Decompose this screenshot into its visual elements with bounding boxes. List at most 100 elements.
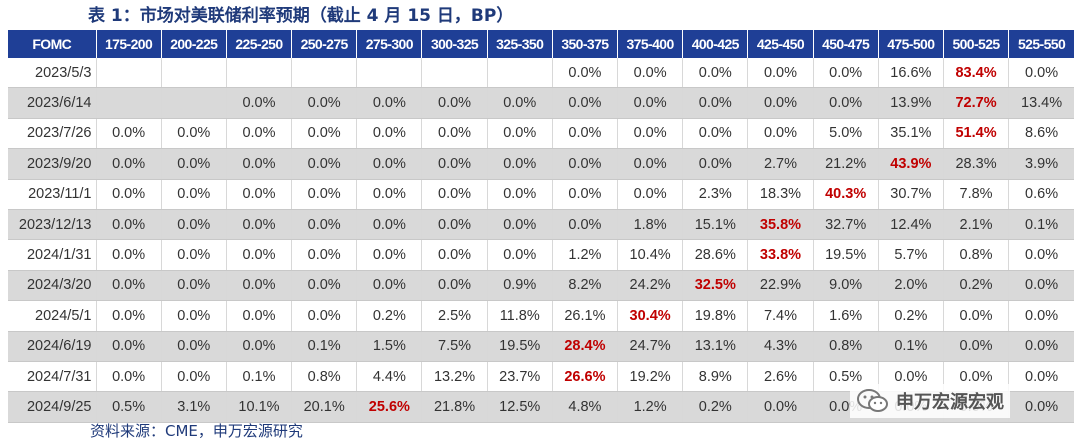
probability-cell-max: 43.9% [878, 148, 944, 180]
header-range: 425-450 [747, 30, 814, 58]
probability-cell: 0.1% [1008, 209, 1074, 241]
header-range: 200-225 [161, 30, 227, 58]
probability-cell: 0.0% [487, 87, 553, 119]
probability-cell: 0.2% [943, 270, 1010, 302]
probability-cell: 0.0% [161, 209, 227, 241]
probability-cell: 0.0% [421, 87, 488, 119]
probability-cell: 0.0% [356, 148, 423, 180]
probability-cell: 24.2% [617, 270, 684, 302]
probability-cell: 0.0% [291, 118, 358, 150]
probability-cell-max: 83.4% [943, 58, 1010, 89]
probability-cell: 8.2% [552, 270, 619, 302]
probability-cell: 13.1% [682, 331, 749, 362]
table-row: 2023/5/3 0.0% 0.0% 0.0% 0.0% 0.0% 16.6% 83.4% 0.… [8, 58, 1074, 89]
probability-cell: 0.0% [356, 118, 423, 150]
header-range: 275-300 [356, 30, 423, 58]
probability-cell [161, 87, 227, 119]
probability-cell-max: 33.8% [747, 239, 814, 271]
probability-cell: 19.8% [682, 300, 749, 332]
probability-cell: 15.1% [682, 209, 749, 241]
probability-cell: 0.0% [291, 270, 358, 302]
probability-cell: 0.0% [1008, 58, 1074, 89]
probability-cell [291, 58, 358, 89]
probability-cell: 1.6% [813, 300, 879, 332]
probability-cell: 0.0% [291, 239, 358, 271]
probability-cell: 2.0% [878, 270, 944, 302]
probability-cell: 0.0% [552, 148, 619, 180]
probability-cell: 0.5% [96, 391, 162, 423]
probability-cell: 0.0% [617, 148, 684, 180]
probability-cell: 21.2% [813, 148, 879, 180]
probability-cell: 0.8% [291, 361, 358, 393]
table-row: 2024/6/19 0.0% 0.0% 0.0% 0.1% 1.5% 7.5% 19.5% 28… [8, 331, 1074, 362]
probability-cell: 0.0% [552, 58, 619, 89]
probability-cell: 4.3% [747, 331, 814, 362]
header-range: 400-425 [682, 30, 749, 58]
watermark-text: 申万宏源宏观 [896, 392, 1004, 413]
probability-cell: 0.0% [487, 209, 553, 241]
probability-cell: 13.9% [878, 87, 944, 119]
source-note: 资料来源：CME，申万宏源研究 [90, 422, 303, 440]
probability-cell [96, 58, 162, 89]
probability-cell: 35.1% [878, 118, 944, 150]
probability-cell: 28.3% [943, 148, 1010, 180]
probability-cell: 0.0% [421, 118, 488, 150]
probability-cell: 0.0% [1008, 361, 1074, 393]
probability-cell: 19.5% [813, 239, 879, 271]
probability-cell: 7.8% [943, 179, 1010, 210]
probability-cell: 18.3% [747, 179, 814, 210]
probability-cell: 2.3% [682, 179, 749, 210]
header-range: 525-550 [1008, 30, 1074, 58]
meeting-date: 2024/7/31 [8, 361, 97, 393]
probability-cell: 1.5% [356, 331, 423, 362]
probability-cell: 5.0% [813, 118, 879, 150]
probability-cell: 0.0% [747, 87, 814, 119]
probability-cell: 0.0% [96, 179, 162, 210]
probability-cell: 0.0% [96, 148, 162, 180]
probability-cell: 0.0% [226, 331, 293, 362]
probability-cell: 16.6% [878, 58, 944, 89]
probability-cell: 0.0% [682, 148, 749, 180]
probability-cell: 0.2% [878, 300, 944, 332]
probability-cell: 11.8% [487, 300, 553, 332]
watermark: 申万宏源宏观 [850, 384, 1010, 418]
probability-cell-max: 72.7% [943, 87, 1010, 119]
probability-cell: 0.0% [421, 239, 488, 271]
probability-cell: 7.5% [421, 331, 488, 362]
probability-cell: 10.1% [226, 391, 293, 423]
probability-cell-max: 30.4% [617, 300, 684, 332]
table-row: 2024/1/31 0.0% 0.0% 0.0% 0.0% 0.0% 0.0% 0.0% 1.2… [8, 239, 1074, 271]
probability-cell: 0.0% [96, 361, 162, 393]
meeting-date: 2024/5/1 [8, 300, 97, 332]
probability-cell: 0.0% [356, 87, 423, 119]
probability-cell: 0.1% [878, 331, 944, 362]
header-range: 475-500 [878, 30, 944, 58]
probability-cell: 3.9% [1008, 148, 1074, 180]
probability-cell: 0.0% [161, 331, 227, 362]
probability-cell: 0.5% [813, 361, 879, 393]
probability-cell-max: 35.8% [747, 209, 814, 241]
table-header-row: FOMC 175-200 200-225 225-250 250-275 275-300 3… [8, 30, 1074, 58]
probability-cell: 19.5% [487, 331, 553, 362]
probability-cell: 26.1% [552, 300, 619, 332]
probability-cell: 0.0% [943, 300, 1010, 332]
probability-cell: 0.0% [747, 118, 814, 150]
probability-cell: 0.0% [96, 300, 162, 332]
probability-cell: 21.8% [421, 391, 488, 423]
probability-cell: 8.6% [1008, 118, 1074, 150]
probability-cell: 0.0% [291, 300, 358, 332]
probability-cell: 0.0% [682, 118, 749, 150]
probability-cell: 0.0% [682, 87, 749, 119]
probability-cell: 0.6% [1008, 179, 1074, 210]
header-range: 300-325 [421, 30, 488, 58]
meeting-date: 2024/1/31 [8, 239, 97, 271]
table-row: 2023/6/14 0.0% 0.0% 0.0% 0.0% 0.0% 0.0% 0.0% 0.0… [8, 87, 1074, 119]
probability-cell: 0.0% [96, 118, 162, 150]
probability-cell: 19.2% [617, 361, 684, 393]
probability-cell: 0.0% [96, 239, 162, 271]
probability-cell: 0.0% [552, 209, 619, 241]
probability-cell-max: 25.6% [356, 391, 423, 423]
probability-cell: 0.0% [682, 58, 749, 89]
probability-cell: 0.0% [96, 270, 162, 302]
meeting-date: 2023/6/14 [8, 87, 97, 119]
